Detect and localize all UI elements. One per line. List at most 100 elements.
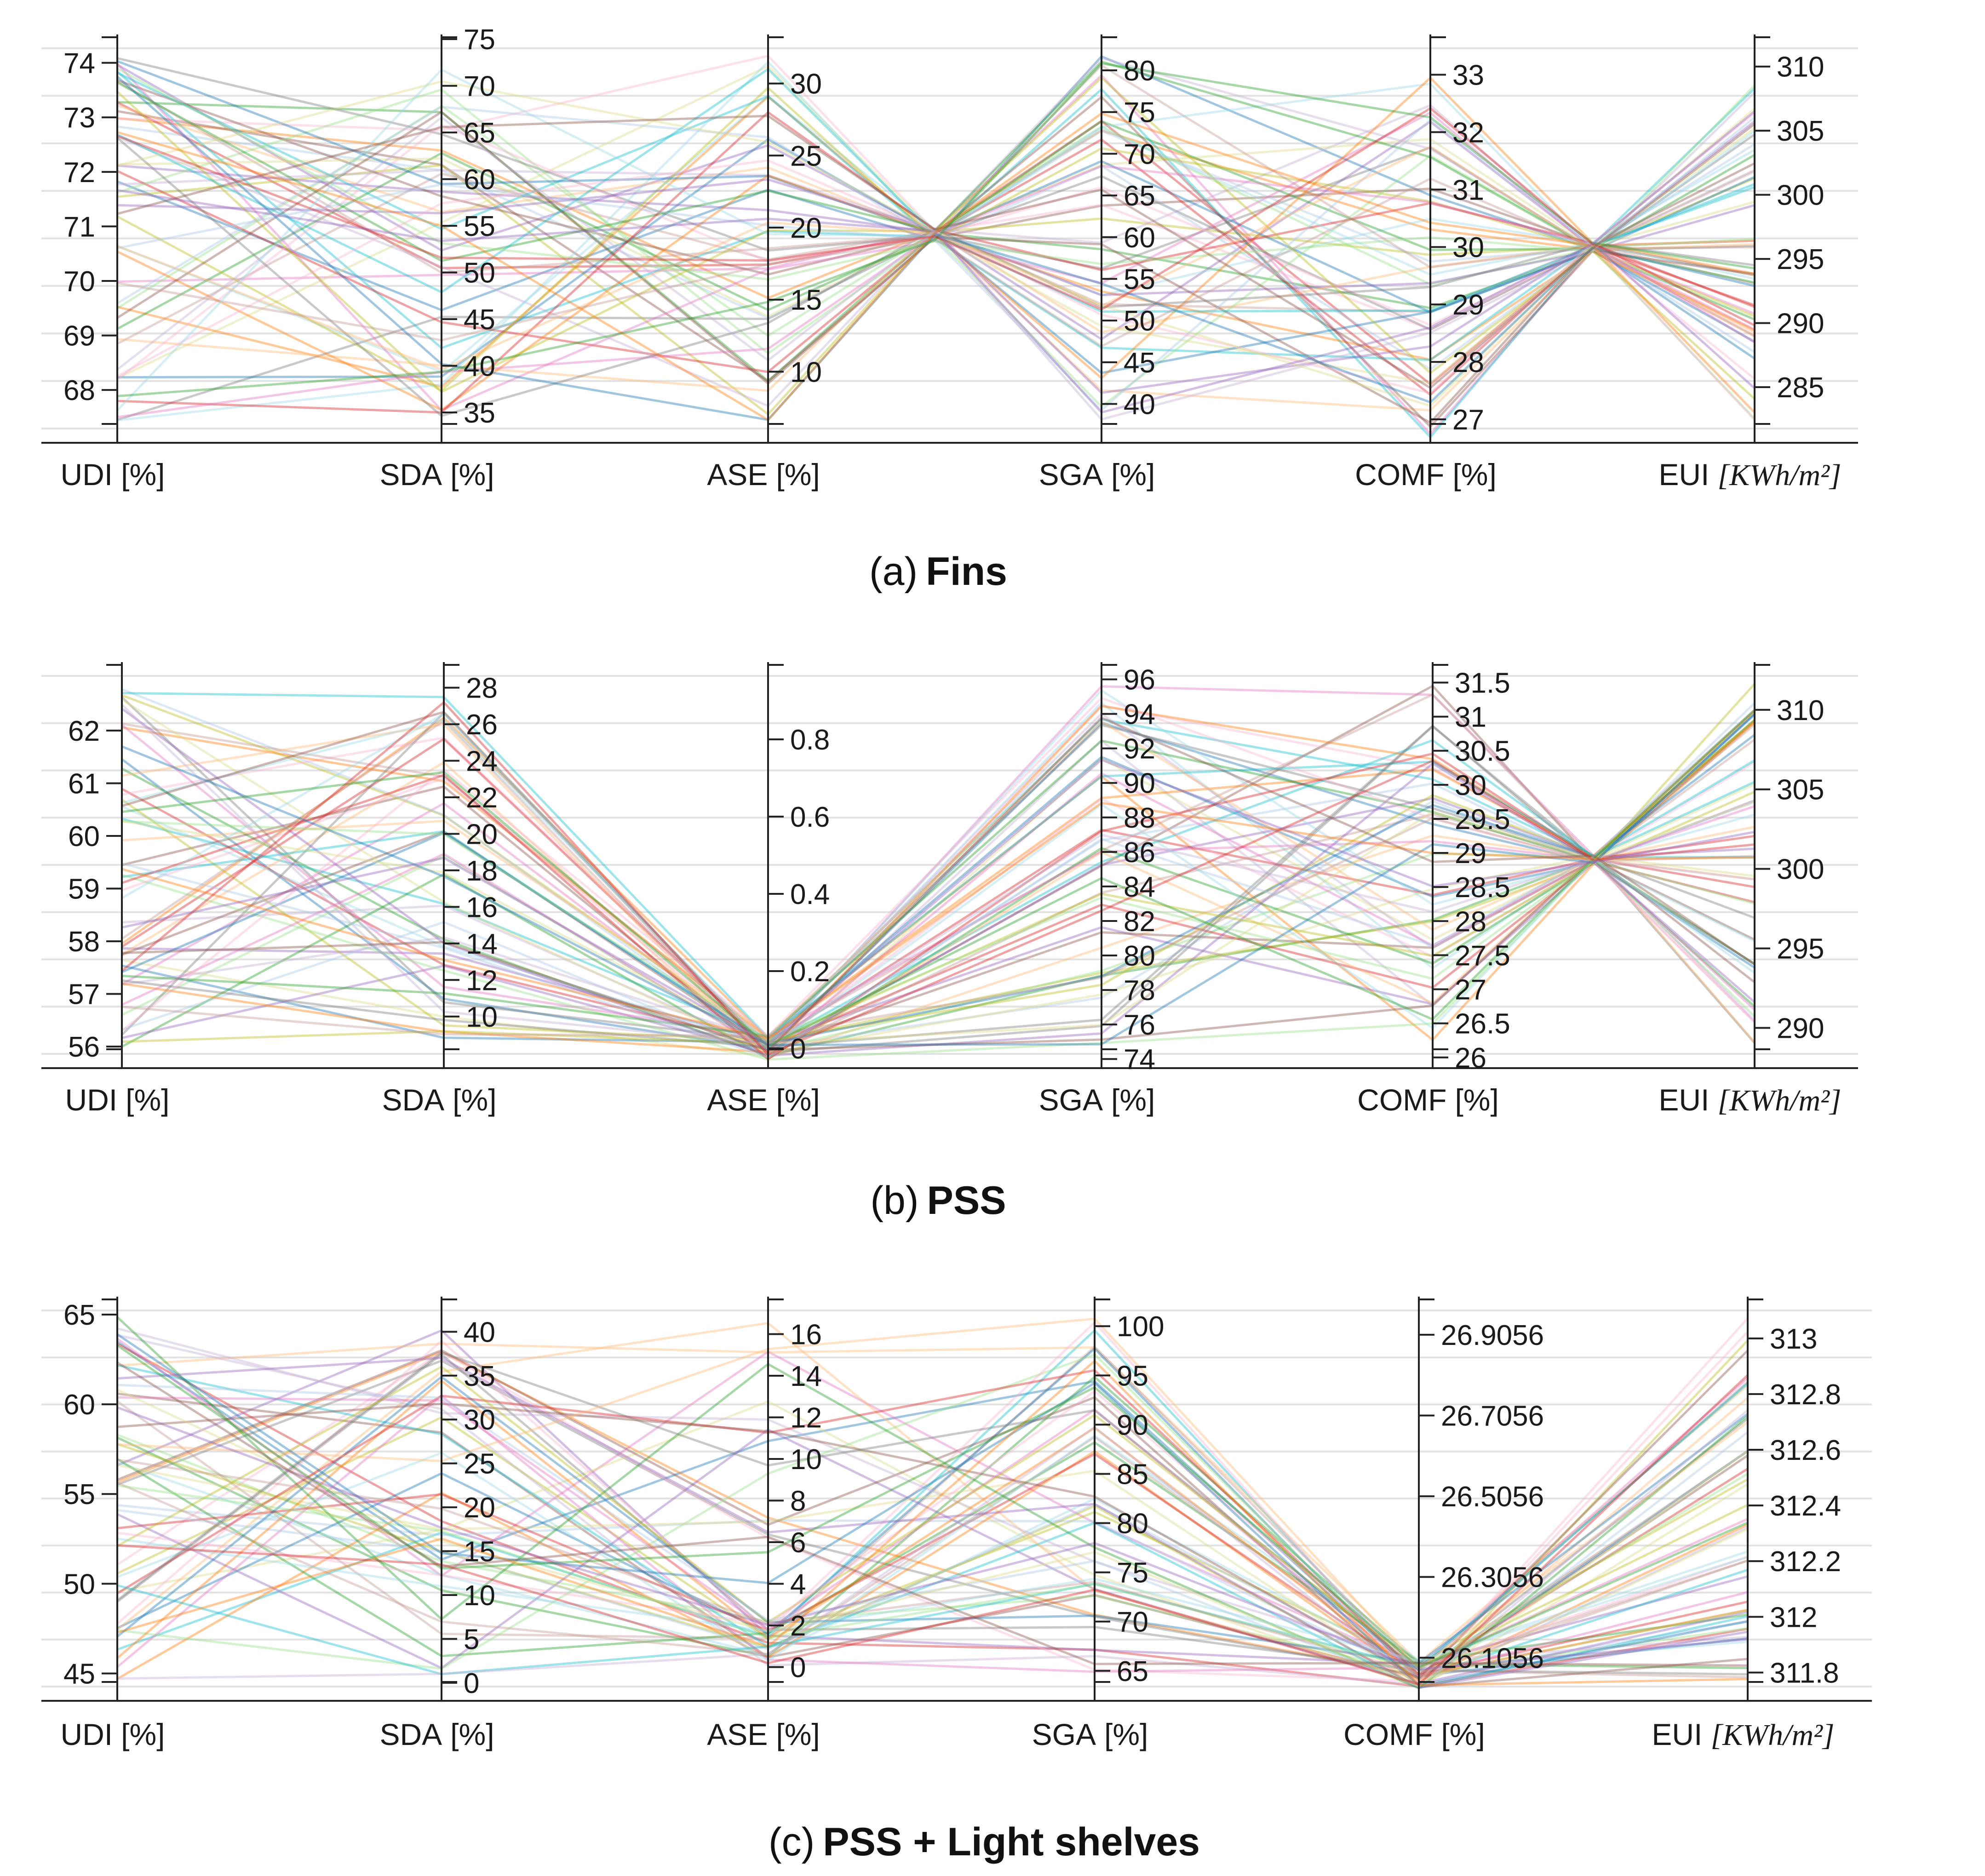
sample-line xyxy=(116,101,1755,386)
tick-label: 28 xyxy=(1452,347,1484,378)
sample-line xyxy=(117,1359,1748,1687)
tick-label: 312.2 xyxy=(1770,1546,1841,1578)
tick-label: 2 xyxy=(790,1610,806,1642)
panel-pss-axes: 56 57 58 59 60 61 62 10 12 14 16 18 20 22 24 26 28 0 0.2 0.… xyxy=(68,662,1824,1075)
sample-line xyxy=(116,1389,1749,1687)
sample-line xyxy=(116,1450,1749,1682)
tick-label: 60 xyxy=(68,821,100,852)
sample-line xyxy=(116,1333,1748,1687)
sample-line xyxy=(117,57,1756,407)
axis-label-udi: UDI [%] xyxy=(60,458,165,492)
tick-label: 92 xyxy=(1124,733,1155,765)
sample-line xyxy=(117,118,1756,412)
sample-line xyxy=(116,105,1756,371)
sample-line xyxy=(117,1328,1748,1679)
tick-label: 60 xyxy=(464,164,495,196)
tick-label: 312.8 xyxy=(1770,1379,1841,1411)
tick-label: 80 xyxy=(1124,940,1155,972)
sample-line xyxy=(117,54,1756,421)
tick-label: 50 xyxy=(464,257,495,289)
axis-label-comf: COMF [%] xyxy=(1357,1083,1499,1117)
panel-pss-light-shelves-axis-labels: UDI [%] SDA [%] ASE [%] SGA [%] COMF [%] EUI [KWh/m… xyxy=(60,1717,1834,1752)
tick-label: 65 xyxy=(1117,1656,1148,1687)
sample-line xyxy=(116,1351,1749,1672)
sample-line xyxy=(117,1349,1748,1688)
tick-label: 305 xyxy=(1777,115,1824,147)
tick-label: 40 xyxy=(464,351,495,383)
tick-label: 30 xyxy=(1452,232,1484,263)
sample-line xyxy=(116,112,1756,395)
sample-line xyxy=(117,80,1755,407)
sample-line xyxy=(116,137,1755,418)
sample-line xyxy=(117,1433,1748,1675)
tick-label: 30 xyxy=(464,1404,495,1436)
sample-line xyxy=(117,1353,1748,1677)
tick-label: 295 xyxy=(1777,933,1824,965)
sample-line xyxy=(117,88,1755,408)
tick-label: 26.5 xyxy=(1455,1008,1510,1040)
sample-line xyxy=(117,107,1755,311)
tick-label: 70 xyxy=(1124,138,1155,170)
tick-label: 86 xyxy=(1124,837,1155,869)
panel-pss-caption: (b) PSS xyxy=(870,1178,1006,1223)
tick-label: 285 xyxy=(1777,372,1824,404)
sample-line xyxy=(117,1374,1749,1686)
panel-pss-light-shelves: 45 50 55 60 65 0 5 10 15 20 25 30 35 40 0 2 4 6 8 10 12 14 16 6… xyxy=(41,1297,1872,1864)
sample-line xyxy=(117,1504,1748,1677)
tick-label: 312.4 xyxy=(1770,1490,1841,1522)
sample-line xyxy=(116,68,1756,412)
sample-line xyxy=(116,67,1756,280)
tick-label: 14 xyxy=(790,1361,822,1392)
sample-line xyxy=(116,1316,1749,1690)
tick-label: 75 xyxy=(1117,1557,1148,1589)
axis-label-sga: SGA [%] xyxy=(1039,458,1155,492)
sample-line xyxy=(116,1317,1749,1682)
panel-pss-axis-labels: UDI [%] SDA [%] ASE [%] SGA [%] COMF [%] EUI [KWh/m… xyxy=(65,1083,1841,1117)
panel-fins-axes: 68 69 70 71 72 73 74 35 40 45 50 55 60 65 70 75 10 15 20 25… xyxy=(63,24,1824,442)
tick-label: 40 xyxy=(464,1316,495,1348)
panel-pss-light-shelves-lines xyxy=(116,1316,1749,1690)
tick-label: 10 xyxy=(464,1580,495,1612)
tick-label: 45 xyxy=(1124,347,1155,379)
sample-line xyxy=(117,1356,1748,1689)
tick-label: 57 xyxy=(68,979,100,1011)
tick-label: 26.3056 xyxy=(1441,1562,1544,1594)
sample-line xyxy=(116,1341,1748,1677)
panel-pss-grid xyxy=(41,675,1858,1069)
axis-label-eui: EUI [KWh/m²] xyxy=(1652,1717,1834,1752)
axis-label-udi: UDI [%] xyxy=(65,1083,169,1117)
tick-label: 10 xyxy=(466,1001,498,1033)
tick-label: 29 xyxy=(1455,838,1486,869)
tick-label: 311.8 xyxy=(1770,1657,1839,1689)
tick-label: 75 xyxy=(1124,97,1155,129)
sample-line xyxy=(116,1344,1749,1669)
tick-label: 62 xyxy=(68,715,100,747)
sample-line xyxy=(116,110,1756,424)
tick-label: 27 xyxy=(1455,974,1486,1006)
tick-label: 26.1056 xyxy=(1441,1642,1544,1674)
tick-label: 90 xyxy=(1124,768,1155,800)
tick-label: 88 xyxy=(1124,802,1155,834)
tick-label: 0.2 xyxy=(790,956,830,988)
tick-label: 74 xyxy=(1124,1044,1155,1075)
sample-line xyxy=(117,1396,1748,1677)
sample-line xyxy=(117,1317,1749,1670)
tick-label: 55 xyxy=(1124,263,1155,295)
tick-label: 72 xyxy=(63,157,95,189)
axis-label-comf: COMF [%] xyxy=(1343,1717,1485,1751)
tick-label: 55 xyxy=(464,211,495,242)
tick-label: 75 xyxy=(464,24,495,56)
tick-label: 8 xyxy=(790,1486,806,1517)
sample-line xyxy=(116,123,1756,381)
tick-label: 310 xyxy=(1777,51,1824,83)
sample-line xyxy=(117,60,1756,422)
tick-label: 90 xyxy=(1117,1409,1148,1441)
sample-line xyxy=(117,1327,1748,1663)
tick-label: 10 xyxy=(790,356,822,388)
sample-line xyxy=(117,110,1756,414)
tick-label: 60 xyxy=(63,1389,95,1421)
tick-label: 0.8 xyxy=(790,724,830,756)
tick-label: 58 xyxy=(68,926,100,958)
sample-line xyxy=(116,1379,1748,1677)
tick-label: 6 xyxy=(790,1527,806,1559)
